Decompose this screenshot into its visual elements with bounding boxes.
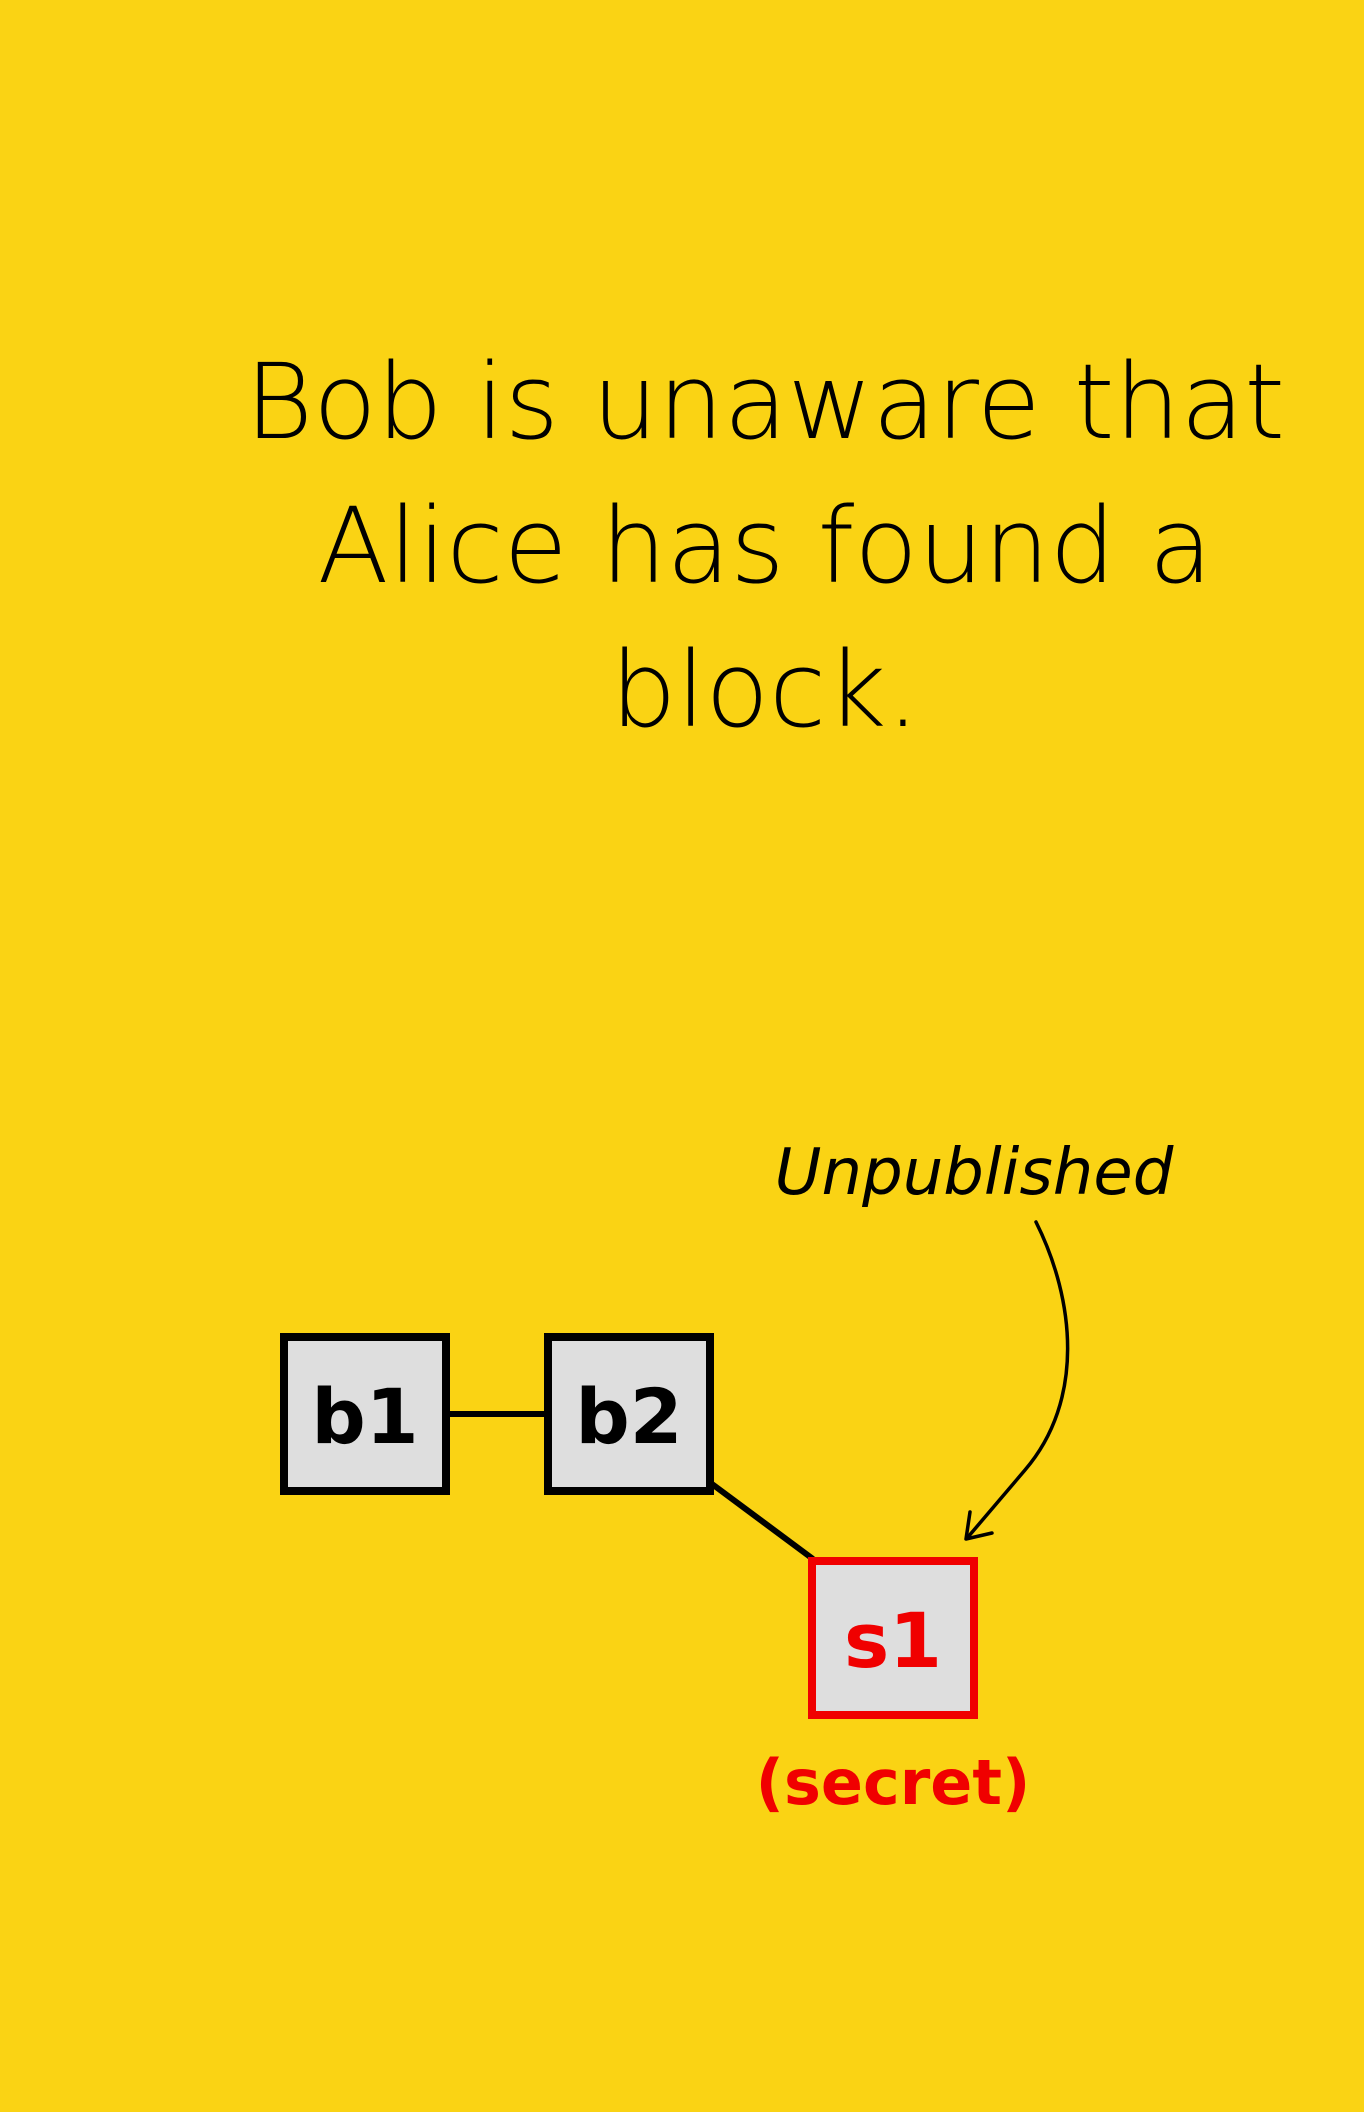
block-b1-label: b1	[311, 1372, 418, 1461]
block-b2: b2	[544, 1333, 714, 1495]
caption-line-1: Bob is unaware that	[245, 341, 1285, 463]
block-s1-label: s1	[844, 1596, 942, 1685]
block-b2-box	[544, 1333, 714, 1495]
unpublished-annotation: Unpublished	[775, 1136, 1174, 1210]
block-b2-label: b2	[575, 1372, 682, 1461]
annotation-arrow	[966, 1220, 1070, 1539]
block-b1: b1	[280, 1333, 450, 1495]
arrow-head-icon	[964, 1510, 994, 1541]
caption-line-2: Alice has found a	[317, 485, 1213, 607]
connector-b2-s1	[710, 1481, 815, 1562]
block-b1-box	[280, 1333, 450, 1495]
secret-label: (secret)	[756, 1746, 1031, 1819]
block-s1-box	[808, 1557, 978, 1719]
caption-text: Bob is unaware that Alice has found a bl…	[210, 330, 1320, 762]
block-s1: s1	[808, 1557, 978, 1719]
caption-line-3: block.	[610, 629, 920, 751]
